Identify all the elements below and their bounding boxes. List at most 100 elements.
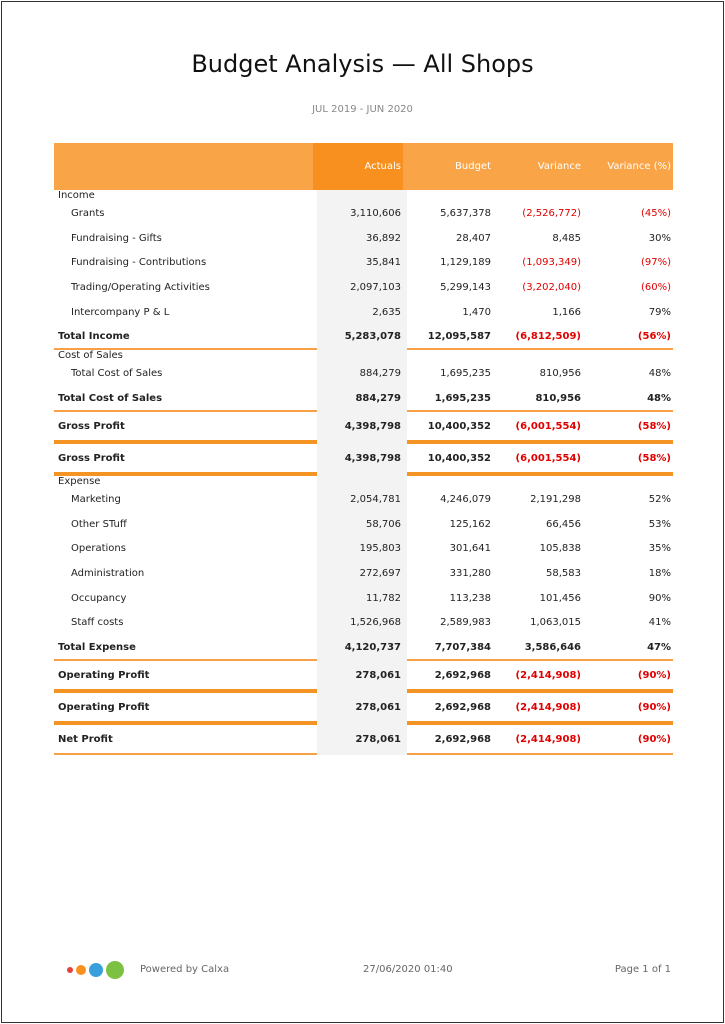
row-label: Total Cost of Sales: [58, 392, 163, 404]
budget-cell: 2,692,968: [434, 701, 491, 713]
variance-pct-cell: (45%): [640, 207, 671, 219]
table-row: Gross Profit 4,398,798 10,400,352 (6,001,55…: [54, 412, 673, 440]
section-header: Income: [54, 190, 673, 201]
variance-cell: (6,812,509): [515, 330, 581, 342]
actuals-cell: 4,398,798: [344, 452, 401, 464]
variance-cell: 3,586,646: [524, 641, 581, 653]
variance-cell: (3,202,040): [522, 281, 581, 293]
variance-pct-cell: (90%): [637, 669, 671, 681]
variance-cell: (2,414,908): [515, 733, 581, 745]
row-label: Staff costs: [71, 617, 124, 629]
actuals-cell: 11,782: [366, 592, 401, 604]
page-number: Page 1 of 1: [614, 964, 671, 975]
actuals-cell: 58,706: [366, 518, 401, 530]
actuals-cell: 272,697: [359, 568, 401, 580]
calxa-logo-icon: [67, 961, 124, 979]
budget-cell: 301,641: [449, 543, 491, 555]
row-label: Marketing: [71, 493, 121, 505]
table-row: Total Expense 4,120,737 7,707,384 3,586,646…: [54, 635, 673, 659]
variance-pct-cell: 52%: [648, 493, 671, 505]
actuals-cell: 35,841: [366, 257, 401, 269]
table-row: Net Profit 278,061 2,692,968 (2,414,908) (90…: [54, 725, 673, 753]
variance-pct-cell: (60%): [640, 281, 671, 293]
variance-cell: 58,583: [546, 568, 581, 580]
row-label: Operations: [71, 543, 126, 555]
variance-cell: (1,093,349): [522, 257, 581, 269]
powered-by: Powered by Calxa: [140, 964, 230, 975]
table-row: Fundraising - Contributions 35,841 1,129,1…: [54, 250, 673, 275]
actuals-cell: 195,803: [359, 543, 401, 555]
budget-cell: 7,707,384: [434, 641, 491, 653]
actuals-cell: 2,097,103: [350, 281, 401, 293]
row-label: Expense: [58, 476, 101, 488]
row-label: Cost of Sales: [58, 350, 123, 362]
col-header-actuals: Actuals: [313, 143, 403, 190]
actuals-cell: 884,279: [359, 368, 401, 380]
variance-cell: 810,956: [535, 392, 581, 404]
report-period: JUL 2019 - JUN 2020: [312, 104, 413, 115]
actuals-cell: 2,635: [372, 306, 401, 318]
actuals-cell: 278,061: [355, 669, 401, 681]
actuals-cell: 278,061: [355, 733, 401, 745]
budget-cell: 1,695,235: [440, 368, 491, 380]
budget-cell: 125,162: [449, 518, 491, 530]
variance-pct-cell: (97%): [640, 257, 671, 269]
variance-cell: (6,001,554): [515, 420, 581, 432]
variance-cell: 2,191,298: [530, 493, 581, 505]
row-label: Income: [58, 190, 95, 201]
row-label: Gross Profit: [58, 420, 125, 432]
budget-cell: 28,407: [456, 232, 491, 244]
table-row: Total Income 5,283,078 12,095,587 (6,812,50…: [54, 324, 673, 348]
actuals-cell: 278,061: [355, 701, 401, 713]
variance-cell: 8,485: [552, 232, 581, 244]
variance-pct-cell: 18%: [648, 568, 671, 580]
row-label: Total Expense: [58, 641, 136, 653]
budget-cell: 331,280: [449, 568, 491, 580]
logo-dot-orange: [76, 965, 86, 975]
row-label: Grants: [71, 207, 105, 219]
budget-cell: 12,095,587: [427, 330, 491, 342]
budget-cell: 4,246,079: [440, 493, 491, 505]
table-row: Staff costs 1,526,968 2,589,983 1,063,015 41…: [54, 611, 673, 636]
variance-cell: 1,063,015: [530, 617, 581, 629]
section-header: Cost of Sales: [54, 350, 673, 361]
variance-cell: 101,456: [539, 592, 581, 604]
variance-cell: (2,414,908): [515, 701, 581, 713]
col-header-variance-pct: Variance (%): [607, 161, 671, 172]
actuals-cell: 3,110,606: [350, 207, 401, 219]
variance-cell: 1,166: [552, 306, 581, 318]
table-row: Grants 3,110,606 5,637,378 (2,526,772) (45%): [54, 201, 673, 226]
logo-dot-green: [106, 961, 124, 979]
row-label: Total Income: [58, 330, 130, 342]
variance-pct-cell: (56%): [637, 330, 671, 342]
variance-pct-cell: 47%: [647, 641, 671, 653]
variance-pct-cell: 79%: [648, 306, 671, 318]
table-header: Actuals Budget Variance Variance (%): [54, 143, 673, 190]
variance-pct-cell: (58%): [637, 452, 671, 464]
actuals-cell: 1,526,968: [350, 617, 401, 629]
variance-pct-cell: 48%: [647, 392, 671, 404]
budget-cell: 5,299,143: [440, 281, 491, 293]
row-label: Occupancy: [71, 592, 127, 604]
table-row: Fundraising - Gifts 36,892 28,407 8,485 30%: [54, 226, 673, 251]
variance-cell: (2,526,772): [522, 207, 581, 219]
table-row: Gross Profit 4,398,798 10,400,352 (6,001,55…: [54, 444, 673, 472]
variance-pct-cell: 35%: [648, 543, 671, 555]
row-label: Operating Profit: [58, 669, 150, 681]
budget-cell: 2,692,968: [434, 733, 491, 745]
table-row: Intercompany P & L 2,635 1,470 1,166 79%: [54, 300, 673, 325]
row-label: Trading/Operating Activities: [71, 281, 210, 293]
row-label: Operating Profit: [58, 701, 150, 713]
variance-cell: 105,838: [539, 543, 581, 555]
budget-cell: 1,470: [462, 306, 491, 318]
actuals-cell: 36,892: [366, 232, 401, 244]
table-row: Occupancy 11,782 113,238 101,456 90%: [54, 586, 673, 611]
actuals-cell: 884,279: [355, 392, 401, 404]
variance-pct-cell: 48%: [648, 368, 671, 380]
actuals-cell: 4,120,737: [344, 641, 401, 653]
budget-cell: 5,637,378: [440, 207, 491, 219]
table-row: Operating Profit 278,061 2,692,968 (2,414,9…: [54, 661, 673, 689]
col-header-budget: Budget: [455, 161, 491, 172]
variance-cell: 810,956: [539, 368, 581, 380]
